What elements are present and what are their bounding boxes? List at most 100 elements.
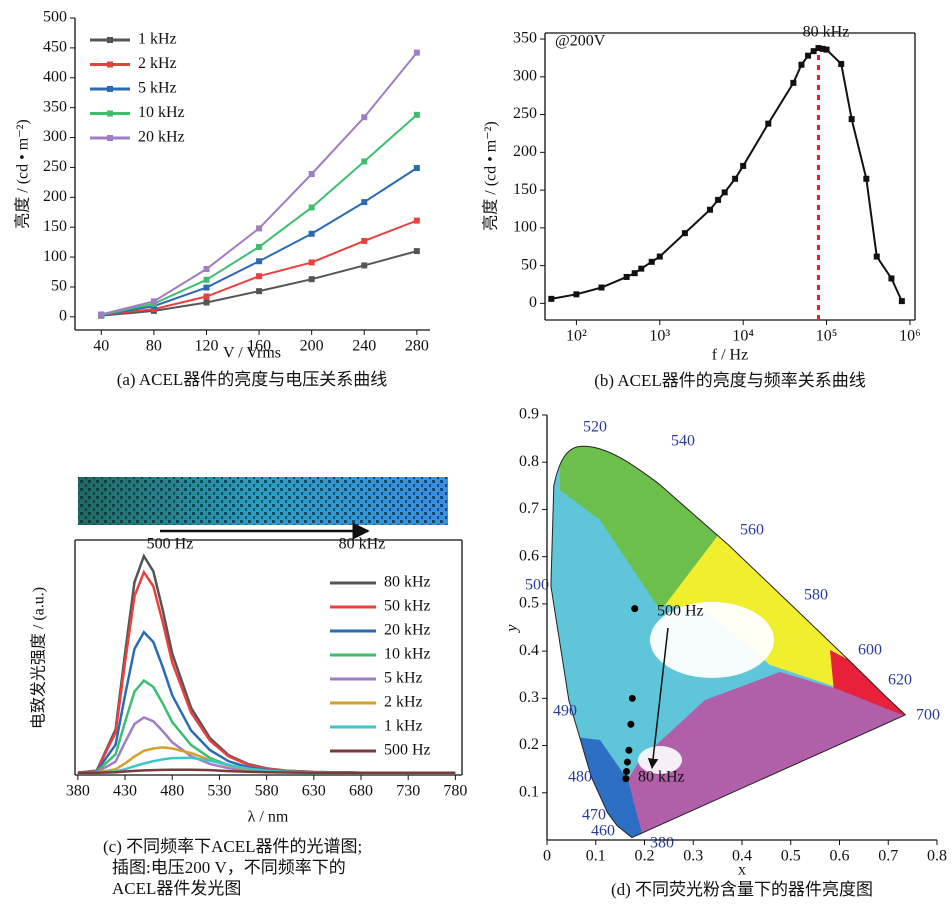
x-tick-label: 0.6: [830, 848, 850, 865]
legend-label: 20 kHz: [138, 129, 185, 146]
y-tick-label: 0.6: [519, 547, 539, 564]
caption: 插图:电压200 V，不同频率下的: [112, 858, 346, 877]
y-tick-label: 50: [51, 278, 67, 295]
legend-label: 1 kHz: [138, 31, 177, 48]
point: [308, 276, 315, 283]
locus-label: 560: [740, 522, 764, 539]
point: [638, 265, 645, 272]
caption: (d) 不同荧光粉含量下的器件亮度图: [611, 880, 873, 899]
inset-label: 80 kHz: [339, 536, 386, 553]
point: [203, 266, 210, 273]
point: [631, 270, 638, 277]
legend-label: 50 kHz: [384, 598, 431, 615]
point: [256, 273, 263, 280]
locus-labels: 520 540 560 580 600 620 700 500 490 480 …: [525, 419, 940, 852]
locus-label: 500: [525, 577, 549, 594]
point: [815, 45, 822, 52]
point: [721, 189, 728, 196]
point: [150, 298, 157, 305]
locus-label: 600: [858, 642, 882, 659]
legend-label: 10 kHz: [384, 646, 431, 663]
legend-label: 2 kHz: [138, 55, 177, 72]
point: [631, 605, 639, 613]
point: [623, 758, 631, 766]
y-tick-label: 350: [513, 30, 537, 47]
point: [823, 46, 830, 53]
point: [623, 273, 630, 280]
point: [838, 60, 845, 67]
y-tick-label: 500: [43, 9, 67, 26]
point: [622, 775, 630, 783]
point: [625, 746, 633, 754]
point: [765, 120, 772, 127]
annotation: 80 kHz: [803, 24, 850, 41]
point: [308, 204, 315, 211]
point: [361, 237, 368, 244]
y-tick-label: 0.1: [519, 783, 539, 800]
x-tick-label: 10²: [566, 328, 587, 345]
legend-label: 2 kHz: [384, 694, 423, 711]
cie-locus: [550, 445, 907, 839]
point: [308, 171, 315, 177]
y-tick-label: 400: [43, 68, 67, 85]
x-tick-label: 200: [300, 338, 324, 355]
point: [732, 175, 739, 182]
point: [548, 295, 555, 302]
point: [888, 275, 895, 282]
arrow: [647, 627, 669, 770]
x-tick-label: 160: [247, 338, 271, 355]
x-tick-label: 630: [302, 783, 326, 800]
y-tick-label: 0.7: [519, 500, 539, 517]
point: [413, 217, 420, 224]
point: [308, 259, 315, 266]
y-tick-label: 100: [43, 248, 67, 265]
x-tick-label: 380: [66, 783, 90, 800]
y-tick-label: 0.5: [519, 595, 539, 612]
point: [361, 262, 368, 269]
point: [740, 162, 747, 169]
y-axis-label: 亮度 / (cd • m⁻²): [14, 119, 32, 229]
y-axis-label: 亮度 / (cd • m⁻²): [482, 121, 500, 231]
x-tick-label: 780: [443, 783, 467, 800]
point: [873, 253, 880, 260]
locus-label: 490: [553, 703, 577, 720]
y-tick-label: 0.4: [519, 642, 539, 659]
point: [256, 225, 263, 232]
point: [898, 298, 905, 305]
x-tick-label: 0.4: [732, 848, 752, 865]
legend-marker: [107, 86, 113, 92]
y-tick-label: 0.8: [519, 453, 539, 470]
point: [790, 79, 797, 86]
legend-marker: [107, 61, 113, 68]
legend-label: 5 kHz: [384, 670, 423, 687]
locus-label: 580: [804, 587, 828, 604]
y-tick-label: 150: [43, 218, 67, 235]
point: [413, 49, 420, 56]
point: [628, 694, 636, 702]
point: [648, 258, 655, 265]
x-tick-label: 10⁴: [732, 328, 754, 345]
caption: ACEL器件发光图: [112, 879, 241, 898]
point: [203, 284, 210, 291]
x-tick-label: 0.2: [635, 848, 655, 865]
point: [256, 258, 263, 265]
annotation: @200V: [555, 33, 606, 50]
y-axis-label: 电致发光强度 / (a.u.): [30, 587, 48, 729]
point: [361, 158, 368, 165]
x-axis-label: λ / nm: [248, 809, 289, 826]
y-tick-label: 450: [43, 39, 67, 56]
x-tick-label: 680: [349, 783, 373, 800]
point: [98, 311, 105, 318]
x-tick-label: 730: [396, 783, 420, 800]
point: [573, 291, 580, 298]
x-tick-label: 0: [543, 848, 551, 865]
annotation: 500 Hz: [657, 603, 704, 620]
x-axis-label: f / Hz: [712, 347, 748, 364]
point: [256, 288, 263, 295]
y-tick-label: 200: [43, 188, 67, 205]
locus-label: 480: [568, 769, 592, 786]
legend-label: 500 Hz: [384, 742, 431, 759]
x-tick-label: 0.1: [586, 848, 606, 865]
point: [203, 293, 210, 300]
series-line: [77, 768, 456, 774]
